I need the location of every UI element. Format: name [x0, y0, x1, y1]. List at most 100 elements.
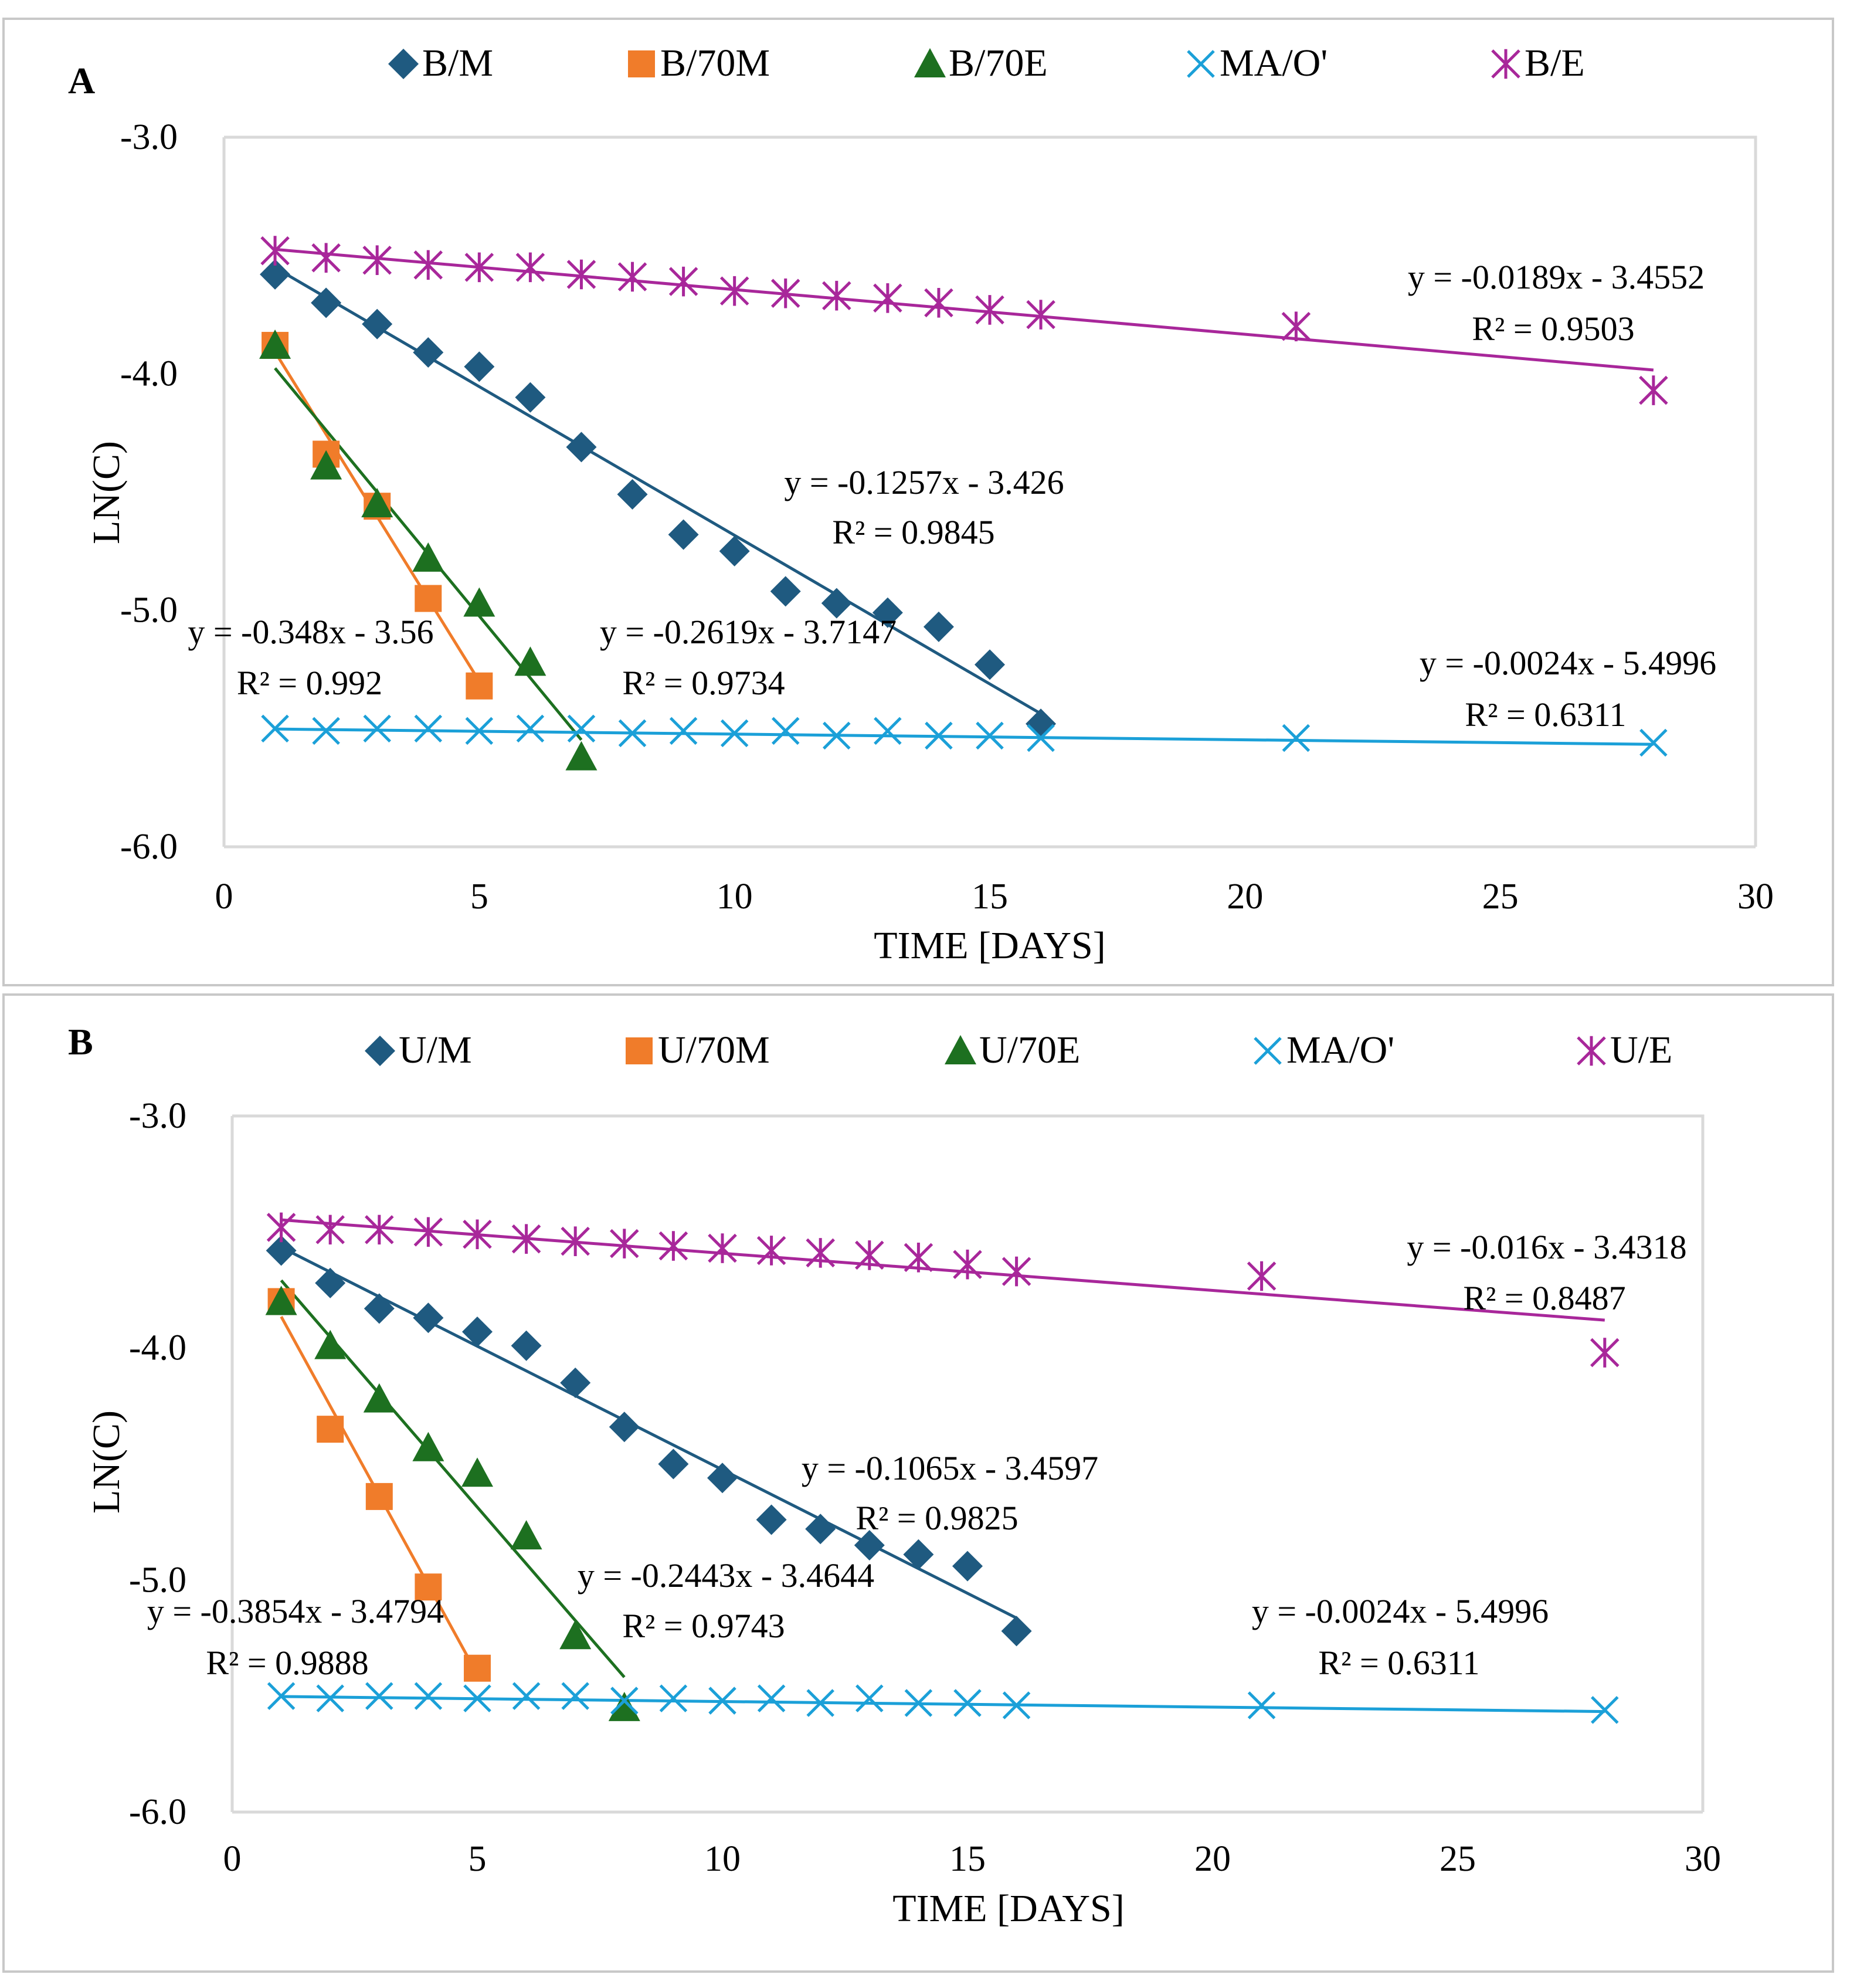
- legend-marker: [945, 1035, 976, 1064]
- data-point: [266, 1212, 296, 1243]
- legend-marker: [388, 49, 419, 79]
- data-point: [821, 588, 852, 619]
- y-tick-label: -5.0: [120, 591, 178, 630]
- data-point: [463, 1219, 492, 1250]
- x-tick-label: 30: [1685, 1839, 1721, 1879]
- data-point: [1002, 1691, 1031, 1719]
- data-point: [311, 243, 341, 273]
- data-point: [756, 1236, 786, 1266]
- trendline-ma-o-: [281, 1695, 1605, 1714]
- data-point: [514, 646, 546, 676]
- legend-marker: [365, 1036, 395, 1066]
- data-point: [415, 1573, 442, 1601]
- legend-label: B/M: [422, 42, 493, 84]
- data-point: [516, 714, 545, 743]
- data-point: [708, 1687, 736, 1715]
- data-point: [415, 585, 442, 612]
- data-point: [365, 1214, 394, 1245]
- data-point: [363, 1383, 395, 1413]
- data-point: [770, 576, 801, 607]
- trendline-equation: y = -0.348x - 3.56: [188, 613, 433, 651]
- data-point: [414, 1682, 443, 1710]
- legend: U/M U/70M U/70E MA/O' U/E: [365, 1029, 1672, 1071]
- data-point: [1001, 1616, 1032, 1647]
- data-point: [975, 295, 1004, 325]
- data-point: [953, 1249, 982, 1280]
- y-tick-label: -5.0: [129, 1560, 186, 1600]
- data-point: [1002, 1256, 1031, 1287]
- legend-label: B/E: [1525, 42, 1585, 84]
- x-tick-label: 20: [1194, 1839, 1231, 1879]
- y-tick-label: -3.0: [120, 117, 178, 157]
- data-point: [464, 1654, 491, 1682]
- trendline-b-e: [274, 247, 1654, 372]
- trendline-equation: y = -0.2619x - 3.7147: [600, 613, 897, 651]
- panel-label: A: [68, 60, 95, 101]
- data-point: [720, 719, 749, 748]
- data-point: [363, 714, 391, 743]
- data-point: [463, 1684, 491, 1712]
- chart-panel-b: B -3.0 -4.0 -5.0 -6.0 0 5 10 15 20 25 30 TIME [DAYS]…: [2, 993, 1834, 1973]
- plot-area: [222, 135, 1757, 849]
- y-tick-label: -6.0: [129, 1792, 186, 1832]
- trendline-equation: y = -0.0024x - 5.4996: [1420, 644, 1716, 682]
- data-point: [559, 1620, 592, 1650]
- data-point: [975, 649, 1005, 680]
- x-tick-label: 5: [469, 1839, 487, 1879]
- data-point: [719, 276, 749, 306]
- panel-label: B: [68, 1021, 93, 1063]
- legend-marker: [1577, 1036, 1606, 1066]
- data-point: [904, 1689, 933, 1717]
- legend-marker: [628, 50, 655, 77]
- data-point: [463, 587, 495, 617]
- data-point: [511, 1330, 542, 1361]
- y-tick-label: -4.0: [129, 1328, 186, 1368]
- data-point: [1027, 724, 1055, 752]
- trendline-r2: R² = 0.9503: [1472, 310, 1634, 348]
- data-point: [464, 252, 494, 283]
- data-point: [259, 329, 291, 359]
- data-point: [855, 1240, 884, 1270]
- data-point: [362, 245, 392, 276]
- data-point: [770, 278, 800, 308]
- data-point: [365, 1482, 393, 1510]
- data-point: [618, 719, 647, 748]
- data-point: [365, 1682, 393, 1710]
- data-point: [806, 1689, 834, 1717]
- data-point: [510, 1520, 542, 1550]
- data-point: [823, 721, 851, 750]
- data-point: [260, 259, 291, 290]
- trendline-r2: R² = 0.8487: [1463, 1279, 1625, 1317]
- legend-label: B/70M: [660, 42, 770, 84]
- x-tick-label: 25: [1482, 877, 1519, 917]
- series-0: [260, 259, 1057, 739]
- series-4: [260, 236, 1668, 405]
- y-tick-label: -4.0: [120, 354, 178, 393]
- data-point: [669, 717, 698, 745]
- data-point: [1282, 724, 1311, 752]
- chart-a-svg: A -3.0 -4.0 -5.0 -6.0 0 5 10 15 20 25 30 TIME [DAYS]…: [68, 42, 1774, 967]
- data-point: [1591, 1696, 1619, 1724]
- data-point: [874, 717, 902, 745]
- data-point: [719, 535, 750, 566]
- y-tick-label: -6.0: [120, 827, 178, 867]
- data-point: [904, 1243, 933, 1273]
- data-point: [903, 1539, 934, 1570]
- legend: B/M B/70M B/70E MA/O' B/E: [388, 42, 1585, 84]
- trendline-b-m: [274, 266, 1042, 715]
- data-point: [413, 1302, 444, 1334]
- legend-marker: [914, 48, 946, 77]
- data-point: [312, 717, 340, 745]
- data-point: [314, 1329, 347, 1359]
- data-point: [707, 1463, 738, 1494]
- x-tick-label: 10: [717, 877, 753, 917]
- series-3: [261, 714, 1668, 757]
- x-tick-label: 25: [1440, 1839, 1476, 1879]
- legend-label: U/M: [399, 1029, 472, 1071]
- data-point: [1026, 300, 1055, 330]
- x-tick-label: 0: [215, 877, 233, 917]
- data-point: [855, 1684, 884, 1712]
- data-point: [310, 450, 342, 480]
- data-point: [708, 1233, 737, 1263]
- trendline-r2: R² = 0.9743: [622, 1607, 785, 1645]
